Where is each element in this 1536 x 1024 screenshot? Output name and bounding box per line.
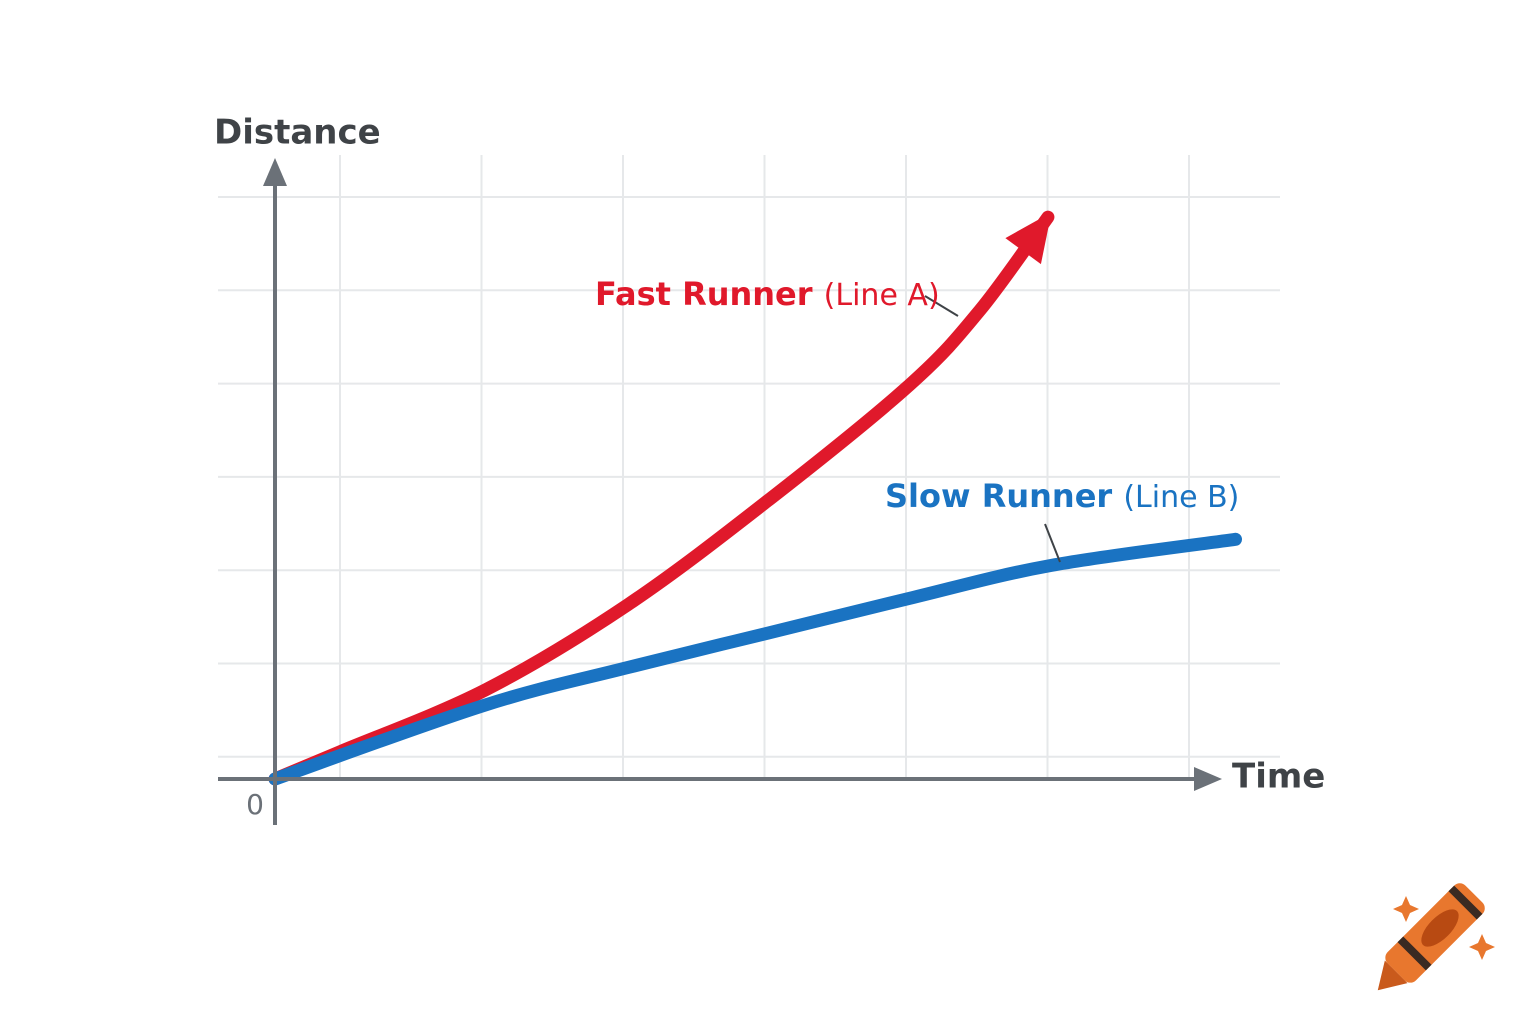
sparkle <box>1469 934 1495 960</box>
axes <box>218 158 1222 825</box>
crayon-band <box>1397 936 1432 971</box>
arrow-head <box>1005 212 1052 265</box>
y-axis-arrow <box>263 158 287 186</box>
grid <box>218 155 1280 779</box>
sparkle <box>1393 896 1419 922</box>
plot <box>268 210 1243 786</box>
legend-entry: Slow Runner <box>885 477 1112 515</box>
series-label: Slow Runner (Line B) <box>885 477 1239 515</box>
crayon-band <box>1448 885 1483 920</box>
line-tag: (Line A) <box>824 278 940 313</box>
logo <box>1377 883 1485 991</box>
crayon-tip <box>1377 960 1408 991</box>
series-line <box>268 532 1243 786</box>
leader-line <box>1044 523 1061 563</box>
legend-entry: Fast Runner <box>595 275 813 313</box>
y-axis-title: Distance <box>214 113 381 153</box>
x-axis-arrow <box>1194 767 1222 791</box>
x-axis-title: Time <box>1232 757 1325 797</box>
leader-line <box>924 295 959 317</box>
line-tag: (Line B) <box>1123 480 1239 515</box>
crayon-label <box>1421 909 1459 947</box>
origin-label: 0 <box>246 788 264 821</box>
series-label: Fast Runner (Line A) <box>595 275 940 313</box>
